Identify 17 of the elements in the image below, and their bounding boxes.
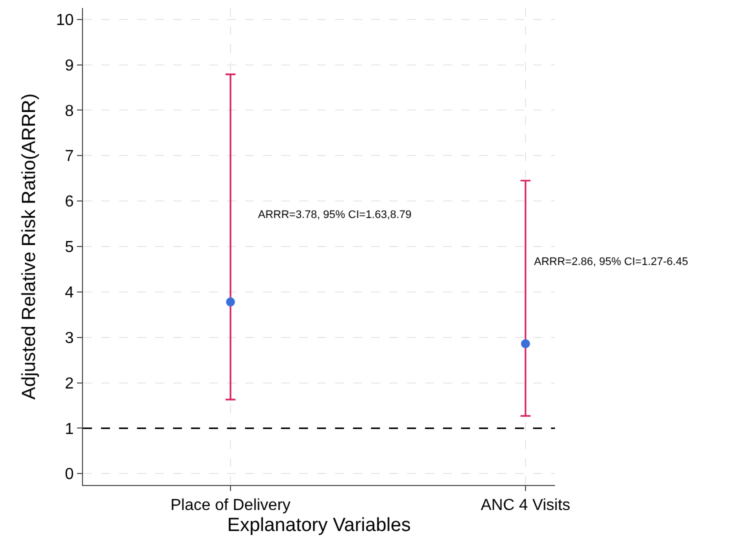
y-tick-label: 10 xyxy=(56,12,74,29)
x-tick-label: ANC 4 Visits xyxy=(480,497,570,514)
x-axis-title: Explanatory Variables xyxy=(227,515,411,536)
y-tick-label: 0 xyxy=(64,466,74,484)
y-tick-label: 4 xyxy=(64,284,74,302)
y-tick-label: 8 xyxy=(64,102,74,120)
y-tick-label: 3 xyxy=(64,330,74,347)
annotation: ARRR=2.86, 95% CI=1.27-6.45 xyxy=(534,256,688,268)
y-axis-title: Adjusted Relative Risk Ratio(ARRR) xyxy=(18,93,40,400)
y-tick-label: 5 xyxy=(64,239,74,256)
y-tick-label: 2 xyxy=(64,375,74,392)
y-tick-label: 9 xyxy=(64,57,74,74)
x-tick-label: Place of Delivery xyxy=(170,497,291,514)
annotation: ARRR=3.78, 95% CI=1.63,8.79 xyxy=(258,209,412,221)
y-tick-label: 1 xyxy=(64,420,74,438)
y-tick-label: 7 xyxy=(64,148,74,166)
y-tick-label: 6 xyxy=(64,194,74,211)
